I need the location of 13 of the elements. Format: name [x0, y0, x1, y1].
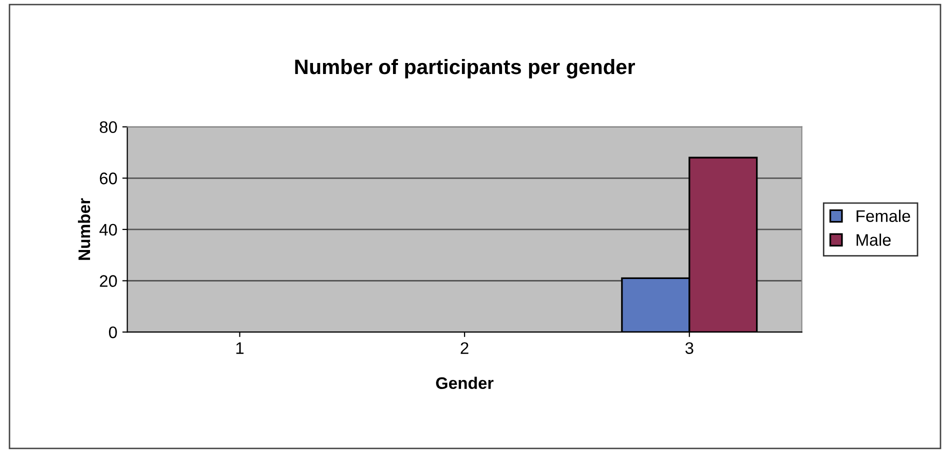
chart-title: Number of participants per gender — [295, 58, 635, 78]
y-tick-label: 40 — [99, 224, 117, 236]
x-axis-title: Gender — [436, 376, 494, 389]
legend-label: Male — [856, 234, 891, 246]
legend-label: Female — [856, 210, 910, 222]
y-tick-label: 20 — [100, 275, 117, 287]
x-tick-label: 3 — [685, 342, 694, 354]
x-tick-label: 1 — [236, 342, 244, 354]
y-tick-label: 80 — [100, 121, 117, 134]
y-tick-label: 60 — [100, 172, 117, 184]
y-axis-title: Number — [78, 198, 90, 260]
y-tick-label: 0 — [108, 326, 117, 338]
x-tick-label: 2 — [460, 342, 468, 354]
